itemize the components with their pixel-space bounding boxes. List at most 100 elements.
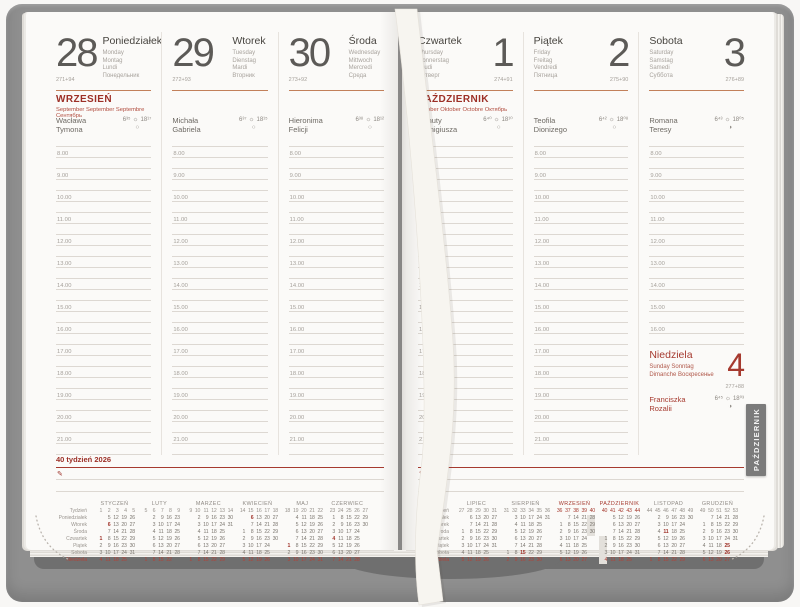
mini-cal-day bbox=[360, 543, 368, 550]
hour-line bbox=[56, 312, 152, 323]
mini-cal-day: 14 bbox=[301, 536, 307, 542]
mini-cal-day: 25 bbox=[219, 529, 225, 535]
hour-line bbox=[418, 444, 513, 455]
mini-cal-week-number: 14 bbox=[227, 508, 234, 514]
hour-label: 14.00 bbox=[419, 282, 434, 289]
mini-cal-day: 28 bbox=[732, 515, 739, 521]
day-column-30: 30 273+92 Środa Wednesday Mittwoch Mercredi Ср… bbox=[277, 32, 384, 455]
mini-cal-day: 14 bbox=[618, 529, 624, 535]
hour-line: 12.00 bbox=[56, 235, 152, 246]
mini-cal-day: 7 bbox=[710, 515, 714, 521]
hour-label: 10.00 bbox=[173, 194, 188, 201]
mini-cal-day bbox=[360, 529, 368, 536]
hour-line bbox=[533, 136, 629, 147]
hour-line: 9.00 bbox=[172, 169, 268, 180]
mini-cal-week-number: 3 bbox=[115, 508, 119, 514]
mini-cal-day: 29 bbox=[732, 522, 739, 528]
mini-cal-day: 14 bbox=[113, 529, 119, 535]
sun-times: 6⁴² ☼ 18⁰⁸ ○ bbox=[599, 116, 629, 134]
hour-label: 12.00 bbox=[534, 238, 550, 245]
mini-cal-day bbox=[501, 543, 509, 550]
hour-label: 16.00 bbox=[534, 326, 550, 333]
moon-phase-icon: ○ bbox=[368, 124, 372, 131]
mini-cal-day bbox=[184, 550, 192, 557]
hour-label: 13.00 bbox=[419, 260, 434, 267]
mini-cal-day: 12 bbox=[565, 550, 571, 556]
mini-cal-day: 12 bbox=[663, 536, 669, 542]
mini-cal-day: 10 bbox=[248, 543, 254, 549]
mini-cal-day: 18 bbox=[309, 515, 315, 521]
day-of-year: 277+88 bbox=[725, 384, 745, 390]
mini-cal-day: 17 bbox=[301, 557, 307, 563]
mini-cal-day: 28 bbox=[219, 550, 225, 556]
moon-phase-icon: ○ bbox=[612, 124, 617, 131]
mini-cal-day: 4 bbox=[559, 543, 563, 549]
day-name-translation: Samedi bbox=[649, 65, 670, 72]
mini-cal-day: 2 bbox=[702, 529, 706, 535]
day-column-29: 29 272+93 Wtorek Tuesday Dienstag Mardi Вторни… bbox=[161, 32, 277, 455]
mini-cal-day: 11 bbox=[301, 515, 307, 521]
hour-line: 21.00 bbox=[56, 433, 152, 444]
mini-cal-day: 16 bbox=[520, 557, 526, 563]
mini-cal-day: 3 bbox=[599, 550, 607, 557]
mini-cal-day: 3 bbox=[332, 529, 336, 535]
day-name-translation: Wednesday bbox=[348, 50, 381, 56]
mini-cal-day: 5 bbox=[107, 515, 111, 521]
day-of-year: 276+89 bbox=[725, 77, 745, 83]
mini-cal-week-number: 4 bbox=[124, 508, 127, 514]
mini-cal-day bbox=[644, 529, 652, 536]
mini-cal-day: 18 bbox=[166, 529, 172, 535]
mini-cal-day bbox=[587, 550, 595, 557]
month-zone: PAŹDZIERNIK October Oktober Octobre Октяб… bbox=[418, 94, 513, 136]
nameday-name: Dionizego bbox=[533, 125, 568, 134]
sunrise-time: 6⁴³ bbox=[714, 117, 723, 123]
hour-line bbox=[649, 224, 745, 235]
day-name-translation: Friday bbox=[533, 50, 551, 56]
mini-cal-day: 13 bbox=[618, 522, 624, 528]
hour-line: 13.00 bbox=[533, 257, 629, 268]
hour-line bbox=[172, 290, 268, 301]
hour-line bbox=[56, 290, 152, 301]
mini-calendar-month-CZERWIEC: CZERWIEC 23 24 25 26 27 1 8 15 22 29 2 9 16 23 30 3 10 17 2… bbox=[327, 501, 368, 564]
mini-cal-day: 27 bbox=[491, 515, 498, 521]
mini-cal-day: 8 bbox=[657, 557, 661, 563]
mini-cal-row-label: Niedziela bbox=[66, 557, 87, 563]
mini-cal-day bbox=[730, 543, 738, 550]
mini-cal-day: 30 bbox=[317, 550, 324, 556]
mini-cal-day: 16 bbox=[346, 522, 352, 528]
mini-cal-day bbox=[685, 536, 693, 543]
day-name-translation: Samstag bbox=[649, 57, 674, 64]
mini-cal-day: 5 bbox=[657, 536, 661, 542]
hour-line: 19.00 bbox=[418, 389, 513, 400]
mini-cal-day: 1 bbox=[461, 529, 465, 535]
hour-line bbox=[172, 246, 268, 257]
month-title: PAŹDZIERNIK bbox=[418, 94, 489, 105]
mini-cal-day: 19 bbox=[528, 529, 534, 535]
day-name-translation: Mittwoch bbox=[348, 57, 373, 64]
mini-cal-day: 4 bbox=[99, 557, 103, 563]
mini-cal-week-number: 18 bbox=[272, 508, 279, 514]
mini-cal-day: 12 bbox=[520, 529, 526, 535]
mini-cal-day: 6 bbox=[702, 557, 706, 563]
hour-line: 18.00 bbox=[172, 367, 268, 378]
mini-cal-day bbox=[501, 522, 509, 529]
mini-cal-day: 7 bbox=[567, 515, 571, 521]
mini-cal-day: 8 bbox=[152, 557, 156, 563]
hour-line bbox=[418, 136, 513, 147]
hour-line: 14.00 bbox=[172, 279, 268, 290]
mini-cal-day: 4 bbox=[461, 550, 465, 556]
mini-calendar-month-GRUDZIEŃ: GRUDZIEŃ 49 50 51 52 53 7 14 21 28 1 8 15 22 29 2 9 16 23 3… bbox=[697, 501, 738, 564]
mini-cal-day bbox=[139, 536, 147, 543]
hour-label: 20.00 bbox=[419, 414, 434, 421]
mini-cal-day: 15 bbox=[475, 529, 481, 535]
hour-label: 11.00 bbox=[173, 216, 188, 223]
hour-label: 15.00 bbox=[289, 304, 305, 311]
mini-cal-day: 7 bbox=[469, 522, 473, 528]
mini-cal-day: 14 bbox=[573, 515, 579, 521]
hour-label: 17.00 bbox=[534, 348, 550, 355]
mini-cal-day: 4 bbox=[657, 529, 661, 535]
mini-cal-day bbox=[237, 522, 245, 529]
hour-label: 10.00 bbox=[289, 194, 305, 201]
hour-line: 8.00 bbox=[533, 147, 629, 158]
mini-cal-day: 27 bbox=[129, 522, 136, 528]
